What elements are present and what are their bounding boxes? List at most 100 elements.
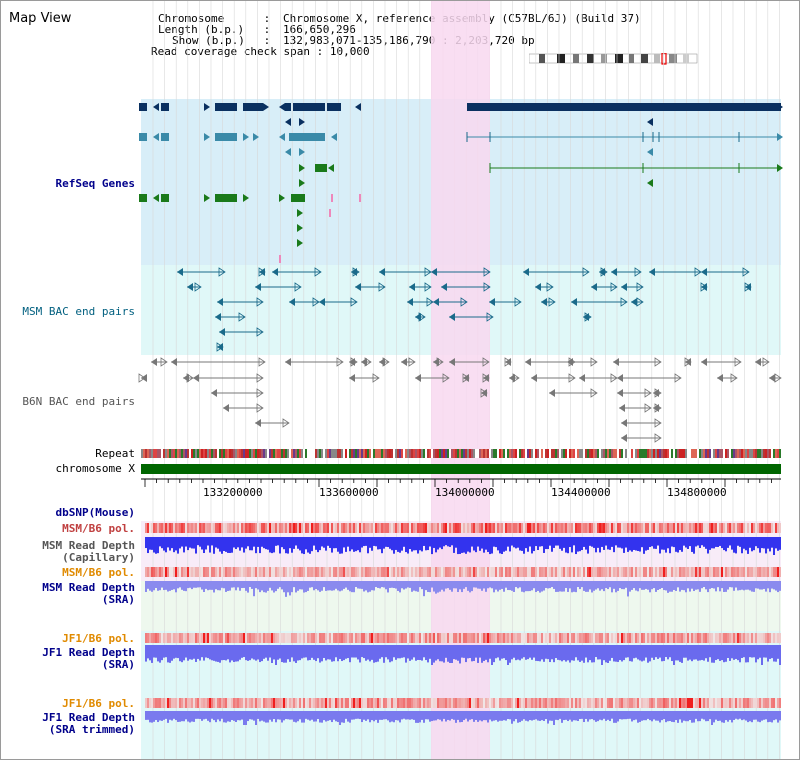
depth-bar-msm-sra — [389, 581, 391, 588]
polymorphism-cell — [677, 633, 679, 643]
repeat-segment — [211, 449, 213, 458]
polymorphism-cell — [547, 567, 549, 577]
polymorphism-cell — [589, 567, 591, 577]
depth-bar-capillary — [503, 537, 505, 552]
depth-bar-jf1-trimmed — [757, 711, 759, 722]
repeat-segment — [313, 449, 315, 458]
depth-bar-capillary — [291, 537, 293, 553]
depth-bar-jf1-trimmed — [233, 711, 235, 721]
depth-bar-msm-sra — [677, 581, 679, 588]
polymorphism-cell — [289, 567, 291, 577]
polymorphism-cell — [337, 523, 339, 533]
b6n-bac-pair-end — [211, 389, 217, 397]
repeat-segment — [291, 449, 293, 458]
depth-bar-msm-sra — [185, 581, 187, 592]
repeat-segment — [377, 449, 379, 458]
polymorphism-cell — [213, 633, 215, 643]
polymorphism-cell — [169, 523, 171, 533]
depth-bar-jf1-sra — [273, 645, 275, 660]
polymorphism-cell — [573, 698, 575, 708]
b6n-bac-label[interactable]: B6N BAC end pairs — [22, 395, 135, 408]
repeat-segment — [233, 449, 235, 458]
msm-b6-pol-label-1[interactable]: MSM/B6 pol. — [62, 522, 135, 535]
polymorphism-cell — [669, 523, 671, 533]
polymorphism-cell — [245, 698, 247, 708]
polymorphism-cell — [413, 523, 415, 533]
polymorphism-cell — [353, 698, 355, 708]
gene-arrow — [777, 103, 783, 111]
depth-bar-msm-sra — [427, 581, 429, 592]
depth-bar-capillary — [549, 537, 551, 546]
msm-b6-pol-label-2[interactable]: MSM/B6 pol. — [62, 566, 135, 579]
repeat-segment — [557, 449, 559, 458]
gene-arrow — [355, 103, 361, 111]
depth-bar-jf1-sra — [559, 645, 561, 661]
depth-bar-msm-sra — [175, 581, 177, 593]
msm-depth-capillary-label[interactable]: MSM Read Depth (Capillary) — [42, 539, 135, 564]
depth-bar-msm-sra — [303, 581, 305, 593]
depth-bar-jf1-sra — [469, 645, 471, 658]
msm-bac-pair-end — [701, 283, 707, 291]
depth-bar-jf1-trimmed — [203, 711, 205, 720]
depth-bar-msm-sra — [723, 581, 725, 592]
polymorphism-cell — [331, 567, 333, 577]
depth-bar-jf1-trimmed — [451, 711, 453, 719]
polymorphism-cell — [425, 698, 427, 708]
chromosome-ideogram[interactable] — [529, 53, 699, 65]
depth-bar-msm-sra — [659, 581, 661, 590]
depth-bar-capillary — [439, 537, 441, 548]
polymorphism-cell — [477, 567, 479, 577]
depth-bar-jf1-trimmed — [485, 711, 487, 721]
depth-bar-msm-sra — [753, 581, 755, 592]
polymorphism-cell — [695, 567, 697, 577]
depth-bar-jf1-sra — [689, 645, 691, 660]
b6n-bac-pair-end — [436, 357, 444, 367]
polymorphism-cell — [749, 523, 751, 533]
polymorphism-cell — [233, 567, 235, 577]
depth-bar-msm-sra — [277, 581, 279, 589]
polymorphism-cell — [599, 523, 601, 533]
jf1-depth-trimmed-label[interactable]: JF1 Read Depth (SRA trimmed) — [42, 711, 135, 736]
polymorphism-cell — [161, 523, 163, 533]
repeat-segment — [567, 449, 569, 458]
depth-bar-capillary — [201, 537, 203, 550]
polymorphism-cell — [365, 698, 367, 708]
polymorphism-cell — [197, 698, 199, 708]
polymorphism-cell — [351, 633, 353, 643]
repeat-segment — [555, 449, 557, 458]
depth-bar-jf1-trimmed — [733, 711, 735, 720]
msm-bac-label[interactable]: MSM BAC end pairs — [22, 305, 135, 318]
depth-bar-jf1-trimmed — [355, 711, 357, 719]
polymorphism-cell — [717, 523, 719, 533]
dbsnp-label[interactable]: dbSNP(Mouse) — [55, 506, 135, 519]
depth-bar-jf1-sra — [741, 645, 743, 658]
refseq-genes-label[interactable]: RefSeq Genes — [55, 177, 135, 190]
polymorphism-cell — [765, 633, 767, 643]
jf1-pol-label-1[interactable]: JF1/B6 pol. — [62, 632, 135, 645]
depth-bar-capillary — [737, 537, 739, 546]
depth-bar-jf1-sra — [661, 645, 663, 662]
depth-bar-jf1-trimmed — [603, 711, 605, 719]
jf1-pol-label-2[interactable]: JF1/B6 pol. — [62, 697, 135, 710]
polymorphism-cell — [465, 523, 467, 533]
b6n-bac-pair-end — [482, 373, 490, 383]
repeat-segment — [437, 449, 439, 458]
depth-bar-msm-sra — [631, 581, 633, 590]
polymorphism-cell — [157, 633, 159, 643]
repeat-segment — [627, 449, 629, 458]
repeat-segment — [553, 449, 555, 458]
polymorphism-cell — [415, 523, 417, 533]
repeat-segment — [463, 449, 465, 458]
repeat-segment — [523, 449, 525, 458]
polymorphism-cell — [685, 567, 687, 577]
polymorphism-cell — [351, 523, 353, 533]
msm-depth-sra-label[interactable]: MSM Read Depth (SRA) — [42, 581, 135, 606]
jf1-depth-sra-label[interactable]: JF1 Read Depth (SRA) — [42, 646, 135, 671]
polymorphism-cell — [313, 523, 315, 533]
polymorphism-cell — [615, 698, 617, 708]
depth-bar-msm-sra — [201, 581, 203, 590]
depth-bar-jf1-sra — [215, 645, 217, 662]
depth-bar-capillary — [529, 537, 531, 547]
depth-bar-capillary — [155, 537, 157, 554]
depth-bar-capillary — [775, 537, 777, 549]
